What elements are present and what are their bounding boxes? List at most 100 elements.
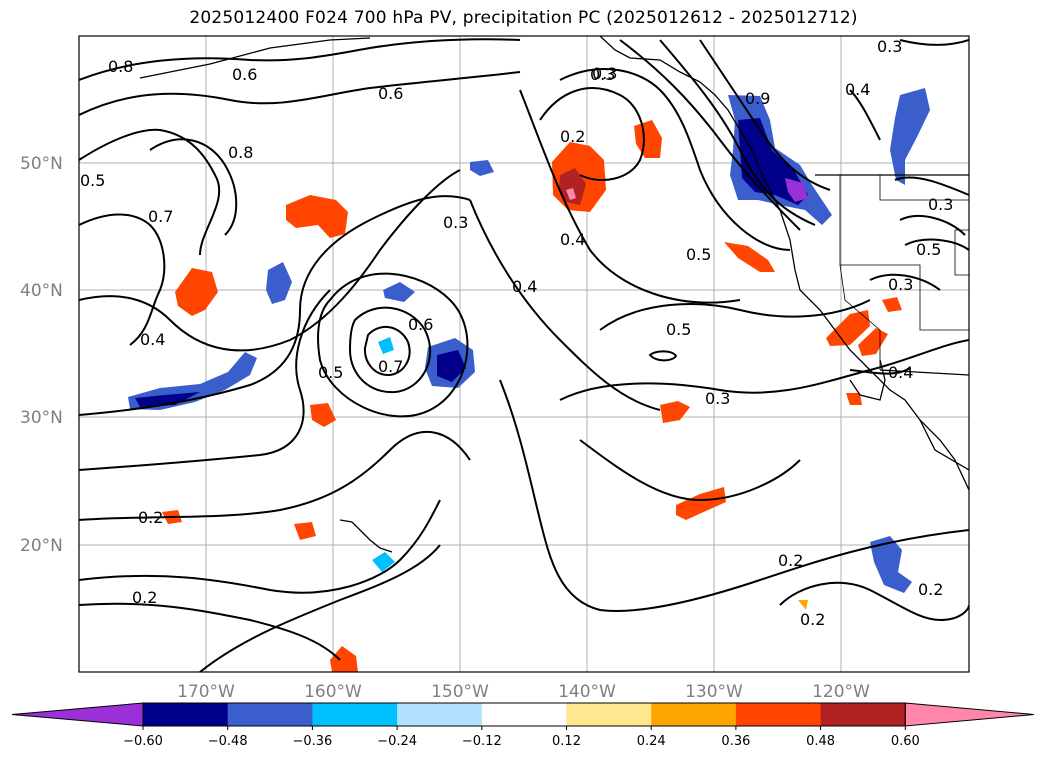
precip-blob-30n-west — [310, 403, 336, 427]
plot-area — [79, 36, 969, 672]
coast-north-america — [599, 36, 969, 491]
contour-04-ne — [849, 89, 881, 141]
contour-label: 0.7 — [378, 357, 403, 376]
contour-label: 0.6 — [378, 84, 403, 103]
state-borders — [839, 175, 969, 370]
contour-02-south — [79, 499, 441, 594]
precip-blob-california-s — [858, 328, 888, 356]
contour-05-e-edge — [899, 215, 969, 251]
lon-label-170w: 170°W — [177, 682, 235, 702]
precip-extreme-nw-coast — [785, 178, 808, 202]
precip-blob-hawaii-n — [294, 522, 316, 540]
contour-small-loop — [648, 350, 678, 362]
contour-label: 0.3 — [443, 213, 468, 232]
contour-label: 0.5 — [318, 363, 343, 382]
precip-blob-oregon — [724, 242, 775, 272]
contour-label: 0.4 — [560, 230, 585, 249]
contour-02-east — [499, 379, 969, 612]
contour-04-sw — [849, 367, 911, 375]
colorbar: −0.60 −0.48 −0.36 −0.24 −0.12 0.12 0.24 0.36 0.4… — [11, 702, 1035, 749]
colorbar-segment — [566, 703, 652, 726]
lon-label-140w: 140°W — [558, 682, 616, 702]
precip-blob-mexico — [870, 536, 912, 593]
contour-label: 0.2 — [138, 508, 163, 527]
lat-label-40n: 40°N — [20, 281, 63, 301]
contour-04-center — [469, 199, 661, 411]
colorbar-segment — [820, 703, 906, 726]
contour-label: 0.2 — [778, 551, 803, 570]
colorbar-extend-high — [904, 702, 1035, 727]
contour-07 — [79, 213, 166, 346]
lat-label-20n: 20°N — [20, 536, 63, 556]
colorbar-segment — [651, 703, 737, 726]
precip-blob-25n — [676, 487, 726, 520]
colorbar-segment — [397, 703, 483, 726]
contour-label: 0.2 — [132, 588, 157, 607]
contour-08-north — [79, 38, 521, 81]
precip-blob-bc — [634, 120, 662, 158]
contour-label: 0.2 — [800, 610, 825, 629]
contour-08-loop — [149, 138, 238, 236]
coast-hawaii — [339, 519, 393, 553]
contour-02-south2 — [79, 602, 341, 661]
coast-mexico-gulf — [919, 419, 969, 471]
contour-label: 0.3 — [705, 389, 730, 408]
colorbar-tick-label: −0.24 — [377, 734, 417, 749]
lon-label-120w: 120°W — [812, 682, 870, 702]
contour-label: 0.9 — [745, 89, 770, 108]
border-states-1 — [839, 175, 969, 331]
precip-blob-160w — [266, 262, 292, 304]
precip-blob-tiny — [798, 600, 808, 610]
lat-label-50n: 50°N — [20, 154, 63, 174]
precip-blob-south — [330, 646, 358, 672]
border-states-4 — [954, 229, 969, 276]
lon-axis-labels: 170°W 160°W 150°W 140°W 130°W 120°W — [177, 682, 870, 702]
graticule — [79, 36, 969, 672]
colorbar-tick-label: 0.48 — [806, 734, 835, 749]
contour-label: 0.3 — [592, 64, 617, 83]
contour-label: 0.5 — [686, 245, 711, 264]
lon-label-160w: 160°W — [304, 682, 362, 702]
precip-blob-160w-north — [286, 195, 348, 238]
contour-09-east — [699, 39, 831, 191]
contour-02-se — [779, 581, 969, 622]
contour-label-group: 0.8 0.6 0.5 0.6 0.8 0.7 0.4 0.3 0.2 0.4 … — [80, 37, 953, 629]
lat-axis-labels: 50°N 40°N 30°N 20°N — [20, 154, 63, 556]
colorbar-extend-low — [11, 702, 144, 727]
contour-03-east — [559, 68, 791, 251]
contour-02-west — [79, 431, 471, 521]
contour-04-diag — [519, 89, 741, 304]
precip-core-center — [437, 350, 466, 382]
contour-04-west — [79, 169, 461, 352]
colorbar-segment — [735, 703, 822, 726]
colorbar-segment — [481, 703, 567, 726]
contour-03-west — [79, 195, 471, 416]
precip-blob-hawaii — [372, 552, 395, 572]
contour-label: 0.2 — [560, 127, 585, 146]
precip-blob-canada — [890, 88, 930, 185]
contour-label: 0.4 — [512, 277, 537, 296]
contour-label: 0.6 — [232, 65, 257, 84]
precip-blob-california — [826, 310, 870, 346]
colorbar-tick-label: 0.24 — [637, 734, 666, 749]
contour-02-loop — [539, 87, 645, 181]
pv-contours — [79, 38, 969, 672]
contour-label: 0.3 — [877, 37, 902, 56]
contour-label: 0.4 — [888, 363, 913, 382]
lon-label-150w: 150°W — [431, 682, 489, 702]
coastlines — [139, 36, 969, 553]
contour-03-west2 — [79, 289, 331, 471]
colorbar-segment — [312, 703, 398, 726]
precip-blob-30n — [660, 401, 690, 423]
border-states-2 — [879, 175, 969, 201]
precip-blob-small — [378, 337, 394, 354]
contour-label: 0.2 — [918, 580, 943, 599]
precip-blob-170w — [175, 268, 218, 316]
colorbar-tick-label: −0.60 — [123, 734, 163, 749]
contour-label: 0.5 — [80, 171, 105, 190]
contour-label: 0.4 — [140, 330, 165, 349]
coast-aleutian — [139, 37, 371, 79]
contour-03-se — [579, 439, 801, 502]
colorbar-outline — [142, 702, 906, 727]
